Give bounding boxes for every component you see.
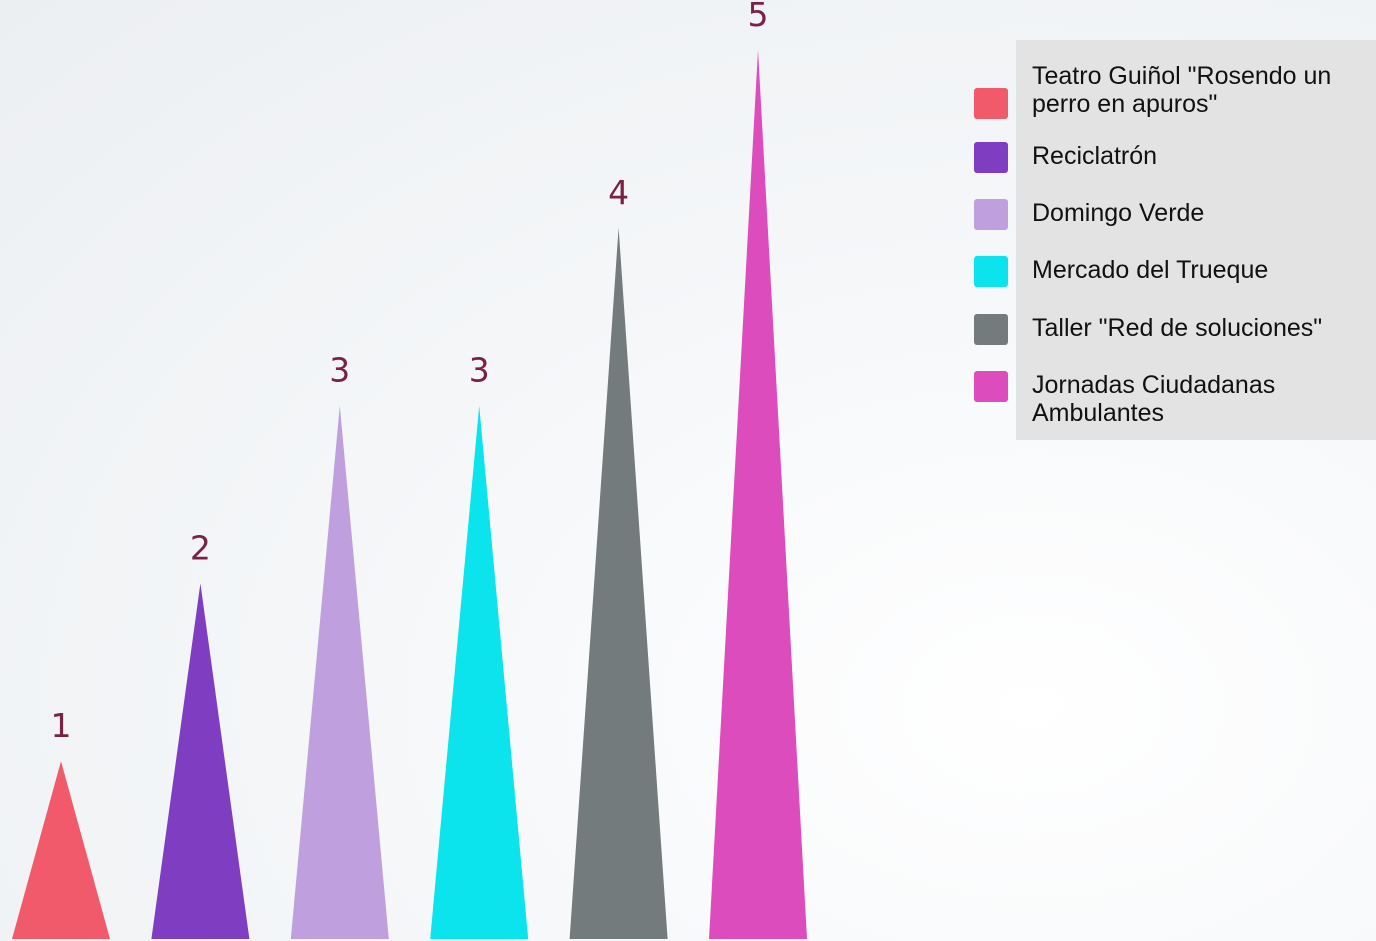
legend-label: Jornadas Ciudadanas Ambulantes	[1032, 371, 1276, 427]
legend-label: Teatro Guiñol "Rosendo un perro en apuro…	[1032, 62, 1332, 118]
legend-label: Taller "Red de soluciones"	[1032, 314, 1323, 342]
legend-swatch	[974, 88, 1008, 119]
pyramid-bar[interactable]	[709, 50, 807, 939]
legend-label: Mercado del Trueque	[1032, 256, 1269, 284]
legend-swatch	[974, 314, 1008, 345]
pyramid-bar[interactable]	[430, 405, 529, 940]
pyramid-bar[interactable]	[12, 761, 110, 939]
legend-swatch	[974, 142, 1008, 173]
legend-swatch	[974, 199, 1008, 230]
data-label: 4	[608, 173, 629, 212]
legend-label: Domingo Verde	[1032, 199, 1205, 227]
pyramid-bar[interactable]	[290, 405, 389, 940]
pyramid-bar[interactable]	[569, 227, 668, 940]
legend-swatch	[974, 371, 1008, 402]
data-label: 3	[329, 351, 350, 390]
data-label: 5	[748, 0, 769, 34]
pyramid-bar[interactable]	[151, 583, 250, 939]
data-label: 3	[469, 351, 490, 390]
legend-swatch	[974, 256, 1008, 287]
legend-label: Reciclatrón	[1032, 142, 1158, 170]
legend: Teatro Guiñol "Rosendo un perro en apuro…	[974, 40, 1376, 440]
data-label: 1	[51, 706, 72, 745]
data-label: 2	[190, 528, 211, 567]
